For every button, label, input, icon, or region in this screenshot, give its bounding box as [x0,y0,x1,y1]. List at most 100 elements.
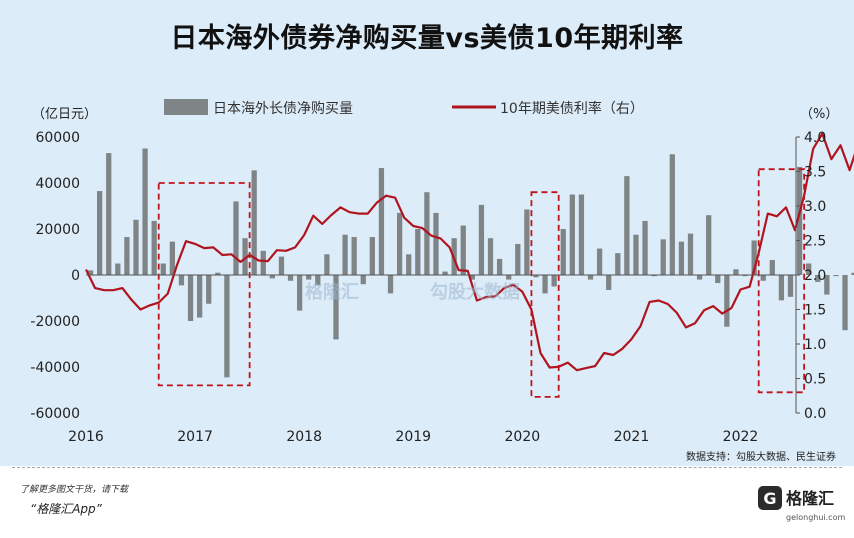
bar [224,275,230,378]
bar [242,238,248,275]
logo-subtext: gelonghui.com [786,513,845,522]
bar [324,254,330,275]
right-tick-label: 0.0 [804,406,826,422]
left-tick-label: 20000 [35,222,80,238]
bar [287,275,294,281]
highlight-box [530,191,560,398]
logo-icon: G [758,486,782,510]
bar [360,275,366,285]
highlight-box [757,168,806,394]
bar [706,215,712,275]
bar [806,263,812,275]
bar [369,237,375,275]
bar [633,234,639,275]
right-tick-label: 1.0 [804,337,826,353]
bar [406,254,412,275]
left-tick-label: -40000 [30,360,80,376]
bar [106,153,112,275]
bar [796,166,803,275]
bar [351,237,357,275]
bar [587,275,594,280]
footer-download-text: 了解更多图文干货，请下载 [20,485,129,495]
bar [678,241,685,275]
legend-line-label: 10年期美债利率（右） [500,100,644,117]
right-tick-label: 2.0 [804,268,826,284]
bar [151,220,157,275]
bar [296,275,303,311]
bar [424,192,430,275]
bar [269,275,275,279]
bar [142,148,148,275]
left-tick-label: 40000 [35,176,80,192]
bar [751,240,757,275]
chart-svg: 60000 40000 20000 0 -20000 -40000 -60000 4.0 3.5… [30,99,854,445]
svg-text:G: G [763,489,776,508]
bar [642,220,648,275]
bar [133,219,139,275]
bar [515,243,521,275]
bar [660,239,666,275]
bar [815,275,821,282]
bar [169,241,175,275]
bar [742,275,748,277]
bar [687,233,694,275]
source-note: 数据支持：勾股大数据、民生证券 [686,452,836,463]
right-tick-label: 0.5 [804,372,826,388]
bar [333,275,339,340]
bar [196,275,203,318]
brand-logo[interactable]: G 格隆汇 gelonghui.com [756,482,846,528]
bar [442,271,448,275]
bar [415,229,421,275]
bar [206,275,212,304]
bar [842,275,848,331]
bar [396,212,403,275]
left-tick-label: 60000 [35,130,80,146]
bar [560,229,566,275]
right-tick-label: 3.5 [804,165,826,181]
x-tick-label: 2019 [395,429,431,445]
bar [787,275,794,297]
bar [433,212,439,275]
legend-bar-swatch [164,99,208,115]
legend: 日本海外长债净购买量 10年期美债利率（右） [164,99,644,117]
bar [487,238,494,275]
bar [469,275,475,280]
footer-divider [12,467,842,468]
bar [233,201,239,275]
axes: 60000 40000 20000 0 -20000 -40000 -60000 4.0 3.5… [30,107,838,445]
right-tick-label: 3.0 [804,199,826,215]
rate-line [85,132,854,372]
line-series [85,132,854,372]
right-tick-label: 1.5 [804,303,826,319]
bar [833,275,839,277]
bar [187,275,194,321]
bar [460,225,466,275]
footer-app-name: “格隆汇App” [30,502,102,516]
bar [596,248,603,275]
bar [524,209,530,275]
bar [824,275,830,295]
bar-series [87,148,854,378]
bar [251,170,257,275]
bar [115,263,121,275]
bar [315,275,321,286]
left-tick-label: -20000 [30,314,80,330]
highlight-box [157,182,251,387]
legend-bar-label: 日本海外长债净购买量 [213,101,353,117]
bar [506,275,512,280]
bar [551,275,557,287]
bar [724,275,730,327]
bar [615,253,621,275]
right-tick-label: 2.5 [804,234,826,250]
bar [533,275,539,278]
x-tick-label: 2022 [723,429,759,445]
bar [578,194,585,275]
bar [542,275,548,294]
bar [624,176,630,275]
bar [760,275,766,281]
bar [496,258,503,275]
bar [651,275,657,277]
bar [387,275,394,294]
bar [696,275,703,280]
x-tick-label: 2016 [68,429,104,445]
